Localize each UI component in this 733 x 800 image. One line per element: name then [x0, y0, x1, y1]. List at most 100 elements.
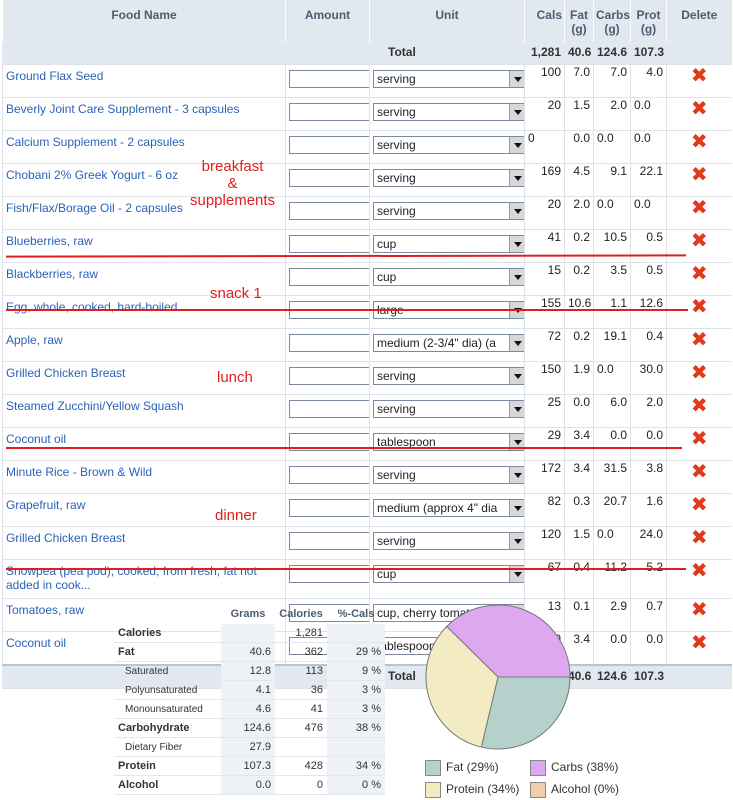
- delete-x-icon[interactable]: ✖: [690, 631, 708, 654]
- food-name-link[interactable]: Grilled Chicken Breast: [6, 366, 126, 380]
- nutrition-calories: 36: [275, 680, 327, 700]
- unit-cell: serving: [369, 394, 525, 428]
- delete-x-icon[interactable]: ✖: [690, 598, 708, 621]
- col-prot[interactable]: Prot (g): [630, 0, 667, 42]
- unit-select[interactable]: serving: [373, 202, 525, 220]
- delete-x-icon[interactable]: ✖: [690, 130, 708, 153]
- col-cals[interactable]: Cals: [524, 0, 565, 42]
- food-name-link[interactable]: Grapefruit, raw: [6, 498, 86, 512]
- amount-input[interactable]: [289, 367, 370, 385]
- delete-x-icon[interactable]: ✖: [690, 163, 708, 186]
- amount-input[interactable]: [289, 499, 370, 517]
- delete-x-icon[interactable]: ✖: [690, 229, 708, 252]
- amount-input[interactable]: [289, 202, 370, 220]
- prot-cell: 0.5: [630, 262, 667, 296]
- amount-input[interactable]: [289, 532, 370, 550]
- chevron-down-icon[interactable]: [509, 401, 525, 417]
- col-food-name[interactable]: Food Name: [2, 0, 286, 42]
- unit-select[interactable]: tablespoon: [373, 433, 525, 451]
- unit-select[interactable]: cup: [373, 268, 525, 286]
- delete-x-icon[interactable]: ✖: [690, 559, 708, 582]
- unit-cell: serving: [369, 526, 525, 560]
- chevron-down-icon[interactable]: [509, 368, 525, 384]
- chevron-down-icon[interactable]: [509, 335, 525, 351]
- chevron-down-icon[interactable]: [509, 434, 525, 450]
- unit-value: serving: [377, 534, 416, 548]
- prot-cell: 0.5: [630, 229, 667, 263]
- fat-cell: 1.5: [564, 97, 594, 131]
- delete-x-icon[interactable]: ✖: [690, 493, 708, 516]
- food-name-link[interactable]: Minute Rice - Brown & Wild: [6, 465, 153, 479]
- unit-select[interactable]: serving: [373, 169, 525, 187]
- unit-select[interactable]: serving: [373, 70, 525, 88]
- delete-x-icon[interactable]: ✖: [690, 97, 708, 120]
- food-name-link[interactable]: Coconut oil: [6, 432, 67, 446]
- amount-input[interactable]: [289, 604, 370, 622]
- delete-x-icon[interactable]: ✖: [690, 328, 708, 351]
- food-name-link[interactable]: Blueberries, raw: [6, 234, 93, 248]
- unit-select[interactable]: serving: [373, 466, 525, 484]
- chevron-down-icon[interactable]: [509, 71, 525, 87]
- food-name-link[interactable]: Chobani 2% Greek Yogurt - 6 oz: [6, 168, 179, 182]
- delete-cell: ✖: [666, 427, 732, 461]
- food-name-link[interactable]: Blackberries, raw: [6, 267, 99, 281]
- unit-select[interactable]: serving: [373, 532, 525, 550]
- delete-x-icon[interactable]: ✖: [690, 361, 708, 384]
- chevron-down-icon[interactable]: [509, 137, 525, 153]
- unit-select[interactable]: medium (approx 4" dia: [373, 499, 525, 517]
- delete-x-icon[interactable]: ✖: [690, 526, 708, 549]
- amount-input[interactable]: [289, 433, 370, 451]
- amount-input[interactable]: [289, 400, 370, 418]
- delete-x-icon[interactable]: ✖: [690, 262, 708, 285]
- food-name-link[interactable]: Ground Flax Seed: [6, 69, 104, 83]
- chevron-down-icon[interactable]: [509, 203, 525, 219]
- unit-select[interactable]: serving: [373, 103, 525, 121]
- amount-input[interactable]: [289, 103, 370, 121]
- chevron-down-icon[interactable]: [509, 269, 525, 285]
- food-name-link[interactable]: Coconut oil: [6, 636, 67, 650]
- food-name-link[interactable]: Steamed Zucchini/Yellow Squash: [6, 399, 184, 413]
- amount-input[interactable]: [289, 70, 370, 88]
- unit-select[interactable]: medium (2-3/4" dia) (a: [373, 334, 525, 352]
- delete-x-icon[interactable]: ✖: [690, 196, 708, 219]
- food-name-cell: Snowpea (pea pod), cooked, from fresh, f…: [2, 559, 286, 599]
- delete-x-icon[interactable]: ✖: [690, 394, 708, 417]
- amount-input[interactable]: [289, 235, 370, 253]
- amount-input[interactable]: [289, 136, 370, 154]
- chevron-down-icon[interactable]: [509, 104, 525, 120]
- unit-select[interactable]: serving: [373, 367, 525, 385]
- food-name-link[interactable]: Calcium Supplement - 2 capsules: [6, 135, 185, 149]
- amount-input[interactable]: [289, 169, 370, 187]
- food-name-link[interactable]: Tomatoes, raw: [6, 603, 85, 617]
- carbs-cell: 3.5: [593, 262, 631, 296]
- unit-value: serving: [377, 369, 416, 383]
- food-name-link[interactable]: Snowpea (pea pod), cooked, from fresh, f…: [6, 564, 257, 592]
- delete-x-icon[interactable]: ✖: [690, 460, 708, 483]
- chevron-down-icon[interactable]: [509, 170, 525, 186]
- food-name-link[interactable]: Beverly Joint Care Supplement - 3 capsul…: [6, 102, 240, 116]
- unit-select[interactable]: serving: [373, 136, 525, 154]
- amount-input[interactable]: [289, 466, 370, 484]
- unit-cell: large: [369, 295, 525, 329]
- food-name-link[interactable]: Apple, raw: [6, 333, 63, 347]
- chevron-down-icon[interactable]: [509, 467, 525, 483]
- unit-select[interactable]: serving: [373, 400, 525, 418]
- food-name-link[interactable]: Grilled Chicken Breast: [6, 531, 126, 545]
- delete-x-icon[interactable]: ✖: [690, 427, 708, 450]
- chevron-down-icon[interactable]: [509, 500, 525, 516]
- amount-input[interactable]: [289, 334, 370, 352]
- amount-input[interactable]: [289, 268, 370, 286]
- nutrition-pct: 0 %: [327, 775, 385, 795]
- col-fat[interactable]: Fat (g): [564, 0, 594, 42]
- delete-x-icon[interactable]: ✖: [690, 64, 708, 87]
- col-carbs[interactable]: Carbs (g): [593, 0, 631, 42]
- food-name-link[interactable]: Fish/Flax/Borage Oil - 2 capsules: [6, 201, 183, 215]
- unit-select[interactable]: cup: [373, 235, 525, 253]
- nutrition-row: Fat 40.6 362 29 %: [114, 642, 385, 662]
- chevron-down-icon[interactable]: [509, 566, 525, 582]
- amount-cell: [285, 427, 370, 461]
- chevron-down-icon[interactable]: [509, 533, 525, 549]
- cals-cell: 100: [524, 64, 565, 98]
- chevron-down-icon[interactable]: [509, 236, 525, 252]
- delete-x-icon[interactable]: ✖: [690, 295, 708, 318]
